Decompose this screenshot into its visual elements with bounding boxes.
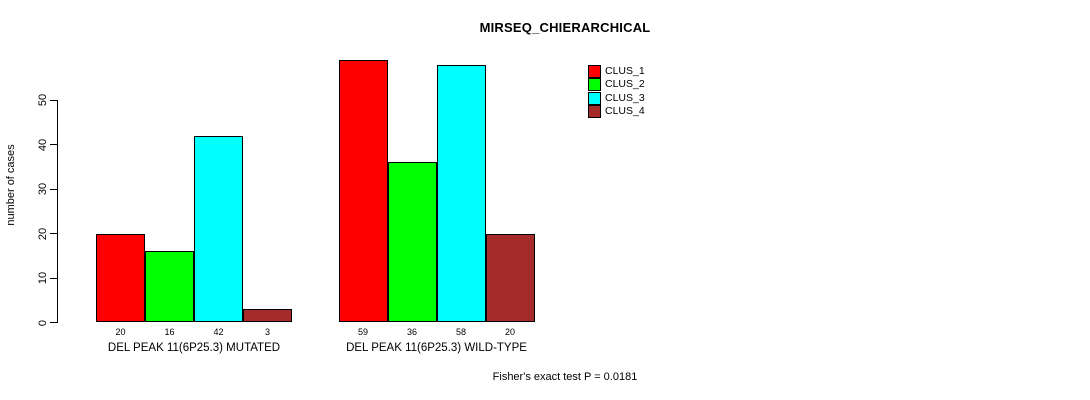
y-tick-label: 10 [37, 271, 49, 285]
legend-swatch-clus_3 [588, 91, 601, 105]
x-category-label: DEL PEAK 11(6P25.3) MUTATED [107, 342, 281, 354]
bar-clus_2-group2 [387, 162, 437, 323]
y-tick-label: 40 [37, 138, 49, 151]
bar-value-label: 20 [115, 327, 126, 337]
y-tick-mark [50, 188, 57, 190]
y-tick-label: 30 [37, 183, 49, 196]
legend-swatch-clus_2 [588, 78, 601, 92]
bar-clus_3-group2 [436, 64, 486, 323]
bar-value-label: 36 [406, 327, 417, 337]
y-tick-label: 50 [37, 94, 49, 107]
bar-clus_2-group1 [145, 251, 194, 323]
y-tick-mark [50, 99, 57, 101]
bar-value-label: 59 [357, 327, 368, 337]
y-tick-mark [50, 233, 57, 235]
chart-title: MIRSEQ_CHIERARCHICAL [479, 20, 651, 35]
y-axis-line [57, 100, 58, 323]
bar-clus_3-group1 [194, 135, 243, 323]
bar-clus_4-group1 [243, 309, 292, 323]
legend-label-clus_4: CLUS_4 [605, 104, 645, 117]
legend-swatch-clus_1 [588, 65, 601, 78]
bar-value-label: 16 [164, 327, 175, 337]
bar-value-label: 20 [504, 327, 515, 337]
bar-clus_1-group2 [338, 60, 388, 323]
legend-label-clus_1: CLUS_1 [605, 65, 645, 77]
y-tick-mark [50, 144, 57, 146]
x-category-label: DEL PEAK 11(6P25.3) WILD-TYPE [346, 342, 527, 354]
bar-value-label: 3 [264, 327, 270, 337]
y-tick-label: 0 [37, 319, 49, 326]
annotation-fisher-test: Fisher's exact test P = 0.0181 [492, 371, 638, 383]
bar-clus_1-group1 [96, 233, 145, 323]
y-axis-label: number of cases [5, 144, 17, 226]
legend-label-clus_3: CLUS_3 [605, 91, 645, 104]
bar-clus_4-group2 [485, 233, 535, 323]
y-tick-mark [50, 277, 57, 279]
legend-swatch-clus_4 [588, 104, 601, 118]
legend-label-clus_2: CLUS_2 [605, 78, 645, 91]
bar-value-label: 42 [213, 327, 224, 337]
y-tick-mark [50, 322, 57, 323]
bar-value-label: 58 [455, 327, 466, 337]
y-tick-label: 20 [37, 227, 49, 240]
